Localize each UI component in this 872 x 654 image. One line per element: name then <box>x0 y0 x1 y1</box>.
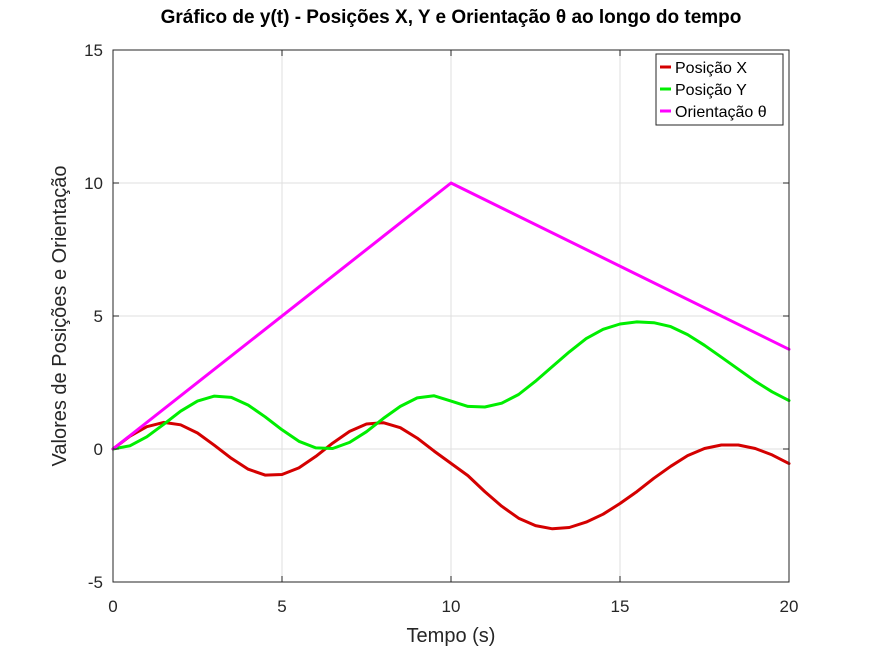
legend-label-1: Posição X <box>675 60 747 77</box>
y-axis-label: Valores de Posições e Orientação <box>49 166 71 467</box>
series-lines <box>111 181 791 531</box>
x-tick-labels: 0 5 10 15 20 <box>108 597 798 616</box>
y-tick-label: 15 <box>84 41 103 60</box>
series-line-1 <box>111 420 791 531</box>
x-tick-label: 15 <box>611 597 630 616</box>
legend-label-2: Posição Y <box>675 82 747 99</box>
y-tick-label: 10 <box>84 174 103 193</box>
series-line-2 <box>111 320 791 451</box>
chart-title: Gráfico de y(t) - Posições X, Y e Orient… <box>161 7 742 28</box>
legend-box <box>655 53 784 126</box>
x-tick-label: 5 <box>277 597 286 616</box>
plot-area <box>111 49 791 583</box>
legend-label-3: Orientação θ <box>675 104 767 121</box>
x-tick-label: 0 <box>108 597 117 616</box>
x-tick-label: 20 <box>780 597 799 616</box>
y-tick-labels: -5 0 5 10 15 <box>84 41 103 592</box>
axis-ticks <box>112 49 790 583</box>
y-tick-label: 0 <box>94 440 103 459</box>
y-tick-label: 5 <box>94 307 103 326</box>
x-tick-label: 10 <box>442 597 461 616</box>
legend-entries: Posição X Posição Y Orientação θ <box>660 60 767 121</box>
legend: Posição X Posição Y Orientação θ <box>655 53 784 126</box>
x-axis-label: Tempo (s) <box>407 625 496 647</box>
series-line-3 <box>111 181 791 451</box>
y-tick-label: -5 <box>88 573 103 592</box>
